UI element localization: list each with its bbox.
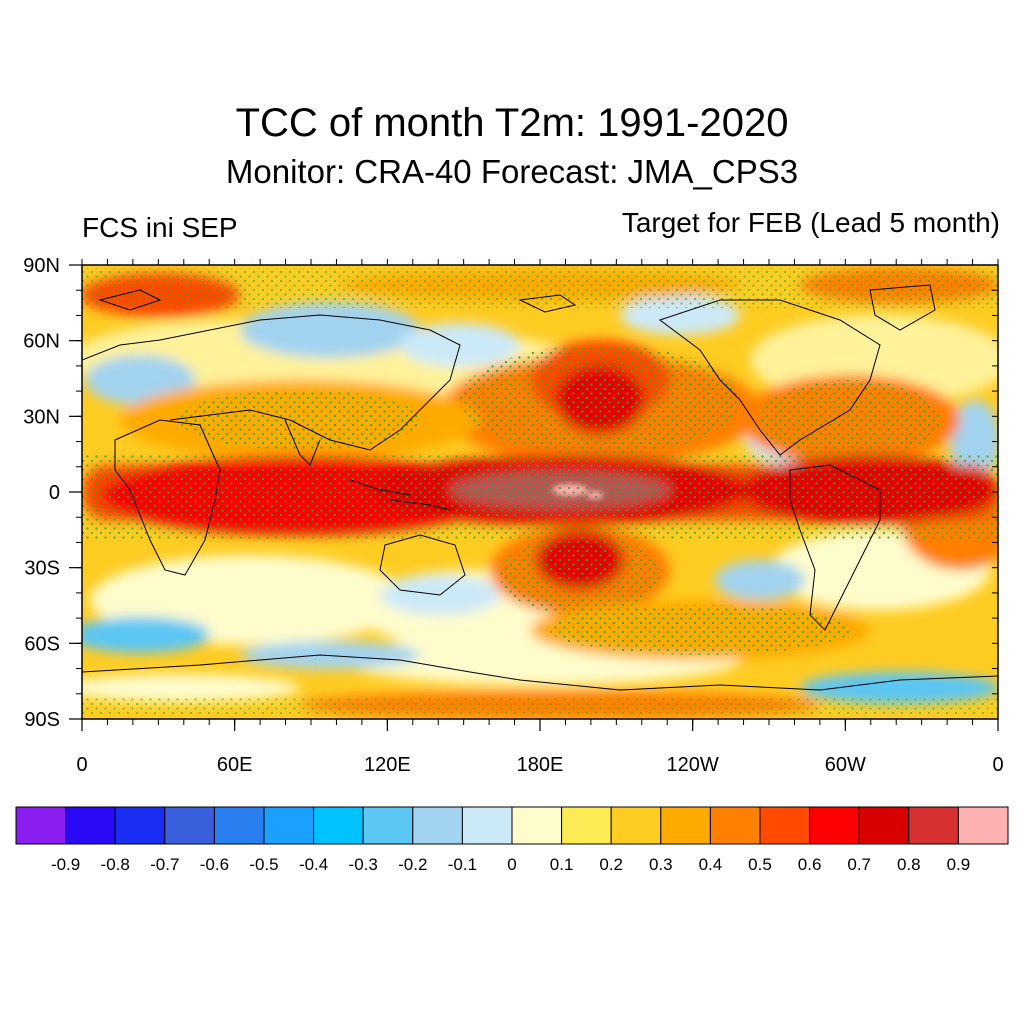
lat-tick-label: 90S — [24, 709, 60, 731]
lat-tick-label: 0 — [49, 482, 60, 504]
lon-tick-label: 180E — [517, 754, 564, 776]
lat-tick-label: 60N — [23, 331, 60, 353]
colorbar-swatch — [511, 806, 563, 845]
lon-tick-label: 120W — [667, 754, 719, 776]
lat-tick-label: 90N — [23, 255, 60, 277]
colorbar-label: -0.9 — [51, 855, 80, 874]
colorbar-swatch — [858, 806, 910, 845]
colorbar-label: -0.7 — [150, 855, 179, 874]
colorbar-label: -0.2 — [398, 855, 427, 874]
target-label: Target for FEB (Lead 5 month) — [621, 207, 1000, 238]
colorbar-swatch — [561, 806, 612, 845]
lat-tick-label: 60S — [24, 633, 60, 655]
lat-tick-label: 30N — [23, 406, 60, 428]
colorbar-label: 0.2 — [599, 855, 623, 874]
colorbar-label: -0.5 — [249, 855, 278, 874]
correlation-field — [82, 265, 998, 719]
colorbar-swatch — [313, 806, 364, 845]
colorbar-label: 0 — [507, 855, 516, 874]
colorbar-label: 0.1 — [550, 855, 574, 874]
colorbar-label: -0.4 — [299, 855, 328, 874]
colorbar-label: 0.9 — [947, 855, 971, 874]
map-subtitle: Monitor: CRA-40 Forecast: JMA_CPS3 — [225, 153, 799, 190]
colorbar-swatch — [759, 806, 811, 845]
colorbar-swatch — [461, 806, 513, 845]
colorbar-swatch — [164, 806, 215, 845]
map-title: TCC of month T2m: 1991-2020 — [235, 101, 789, 145]
colorbar: -0.9 -0.8 -0.7 -0.6 -0.5 -0.4 -0.3 -0.2 -0.1 0 0.1… — [15, 806, 1009, 874]
colorbar-label: -0.1 — [448, 855, 477, 874]
lon-tick-label: 60W — [825, 754, 866, 776]
map-axes: 90N 60N 30N 0 30S 60S 90S 0 60E 120E 180E 120W 60W 0 — [23, 255, 1003, 776]
colorbar-swatch — [114, 806, 166, 845]
colorbar-swatch — [362, 806, 414, 845]
colorbar-swatch — [957, 806, 1009, 845]
colorbar-label: 0.5 — [748, 855, 772, 874]
colorbar-label: -0.8 — [101, 855, 130, 874]
colorbar-swatch — [412, 806, 463, 845]
lon-tick-label: 0 — [992, 754, 1003, 776]
colorbar-swatch — [213, 806, 265, 845]
colorbar-label: -0.3 — [349, 855, 378, 874]
colorbar-swatch — [709, 806, 761, 845]
colorbar-label: 0.6 — [798, 855, 822, 874]
colorbar-swatch — [809, 806, 860, 845]
colorbar-label: 0.8 — [897, 855, 921, 874]
lon-tick-label: 60E — [217, 754, 253, 776]
lat-tick-label: 30S — [24, 558, 60, 580]
colorbar-label: -0.6 — [200, 855, 229, 874]
colorbar-swatch — [263, 806, 315, 845]
colorbar-label: 0.7 — [847, 855, 871, 874]
colorbar-label: 0.4 — [699, 855, 723, 874]
initialization-label: FCS ini SEP — [82, 212, 238, 243]
lon-tick-label: 120E — [364, 754, 411, 776]
lon-tick-label: 0 — [76, 754, 87, 776]
colorbar-swatch — [15, 806, 67, 845]
colorbar-swatch — [65, 806, 116, 845]
colorbar-swatch — [660, 806, 711, 845]
colorbar-label: 0.3 — [649, 855, 673, 874]
colorbar-swatch — [610, 806, 662, 845]
colorbar-swatch — [908, 806, 959, 845]
